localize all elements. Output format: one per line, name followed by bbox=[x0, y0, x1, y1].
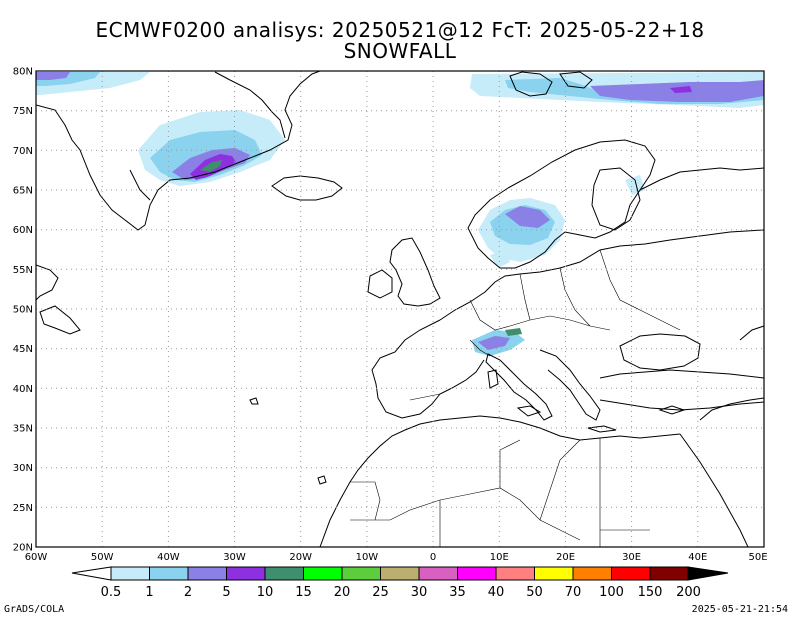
colorbar-label: 35 bbox=[449, 585, 466, 600]
lat-label: 70N bbox=[13, 146, 33, 157]
colorbar-swatch bbox=[418, 566, 458, 581]
colorbar-swatch bbox=[611, 566, 651, 581]
map-title: ECMWF0200 analisys: 20250521@12 FcT: 202… bbox=[95, 18, 705, 42]
colorbar-swatch bbox=[110, 566, 150, 581]
lon-label: 40W bbox=[157, 552, 180, 563]
lon-label: 20E bbox=[556, 552, 575, 563]
colorbar-label: 1 bbox=[145, 585, 153, 600]
colorbar: 0.5 1 2 5 10 15 20 25 30 35 40 50 70 100… bbox=[71, 566, 729, 600]
colorbar-label: 50 bbox=[526, 585, 543, 600]
colorbar-swatch bbox=[380, 566, 420, 581]
longitude-axis: 60W 50W 40W 30W 20W 10W 0 10E 20E 30E 40… bbox=[25, 552, 768, 563]
colorbar-label: 70 bbox=[565, 585, 582, 600]
lat-label: 50N bbox=[13, 305, 33, 316]
colorbar-label: 5 bbox=[222, 585, 230, 600]
colorbar-label: 20 bbox=[334, 585, 351, 600]
colorbar-swatch bbox=[303, 566, 343, 581]
footer-timestamp: 2025-05-21-21:54 bbox=[691, 604, 788, 615]
colorbar-swatch bbox=[226, 566, 266, 581]
colorbar-label: 40 bbox=[488, 585, 505, 600]
lat-label: 40N bbox=[13, 384, 33, 395]
colorbar-label: 10 bbox=[257, 585, 274, 600]
lon-label: 40E bbox=[688, 552, 707, 563]
lon-label: 0 bbox=[430, 552, 436, 563]
colorbar-label: 100 bbox=[599, 585, 624, 600]
colorbar-label: 30 bbox=[411, 585, 428, 600]
lon-label: 50W bbox=[91, 552, 114, 563]
colorbar-arrow-left bbox=[71, 566, 112, 581]
lat-label: 45N bbox=[13, 344, 33, 355]
colorbar-swatch bbox=[572, 566, 612, 581]
footer-credit: GrADS/COLA bbox=[4, 604, 65, 615]
lat-label: 25N bbox=[13, 503, 33, 514]
colorbar-label: 200 bbox=[676, 585, 701, 600]
lon-label: 10E bbox=[490, 552, 509, 563]
colorbar-label: 0.5 bbox=[101, 585, 122, 600]
snowfall-greenland bbox=[36, 72, 285, 186]
colorbar-label: 25 bbox=[372, 585, 389, 600]
colorbar-label: 2 bbox=[184, 585, 192, 600]
colorbar-label: 150 bbox=[638, 585, 663, 600]
colorbar-arrow-right bbox=[687, 566, 729, 581]
coastlines bbox=[36, 71, 764, 547]
lat-label: 65N bbox=[13, 186, 33, 197]
map-frame bbox=[35, 70, 765, 548]
lon-label: 60W bbox=[25, 552, 48, 563]
lat-label: 35N bbox=[13, 424, 33, 435]
colorbar-swatch bbox=[149, 566, 189, 581]
lon-label: 50E bbox=[748, 552, 767, 563]
map-subtitle: SNOWFALL bbox=[343, 39, 457, 63]
lat-label: 60N bbox=[13, 225, 33, 236]
colorbar-swatch bbox=[187, 566, 227, 581]
lon-label: 10W bbox=[356, 552, 379, 563]
colorbar-swatch bbox=[457, 566, 497, 581]
colorbar-swatch bbox=[534, 566, 574, 581]
colorbar-swatch bbox=[649, 566, 689, 581]
snowfall-arctic-east bbox=[470, 72, 764, 108]
colorbar-swatch bbox=[341, 566, 381, 581]
country-borders bbox=[350, 249, 681, 547]
lat-label: 20N bbox=[13, 543, 33, 554]
colorbar-label: 15 bbox=[295, 585, 312, 600]
latitude-axis: 80N 75N 70N 65N 60N 55N 50N 45N 40N 35N … bbox=[13, 67, 33, 554]
lon-label: 20W bbox=[289, 552, 312, 563]
lat-label: 75N bbox=[13, 106, 33, 117]
lon-label: 30W bbox=[223, 552, 246, 563]
lat-label: 55N bbox=[13, 265, 33, 276]
snowfall-alps bbox=[472, 328, 525, 356]
lat-label: 30N bbox=[13, 463, 33, 474]
colorbar-swatch bbox=[495, 566, 535, 581]
lat-label: 80N bbox=[13, 67, 33, 78]
lon-label: 30E bbox=[622, 552, 641, 563]
colorbar-swatch bbox=[264, 566, 304, 581]
